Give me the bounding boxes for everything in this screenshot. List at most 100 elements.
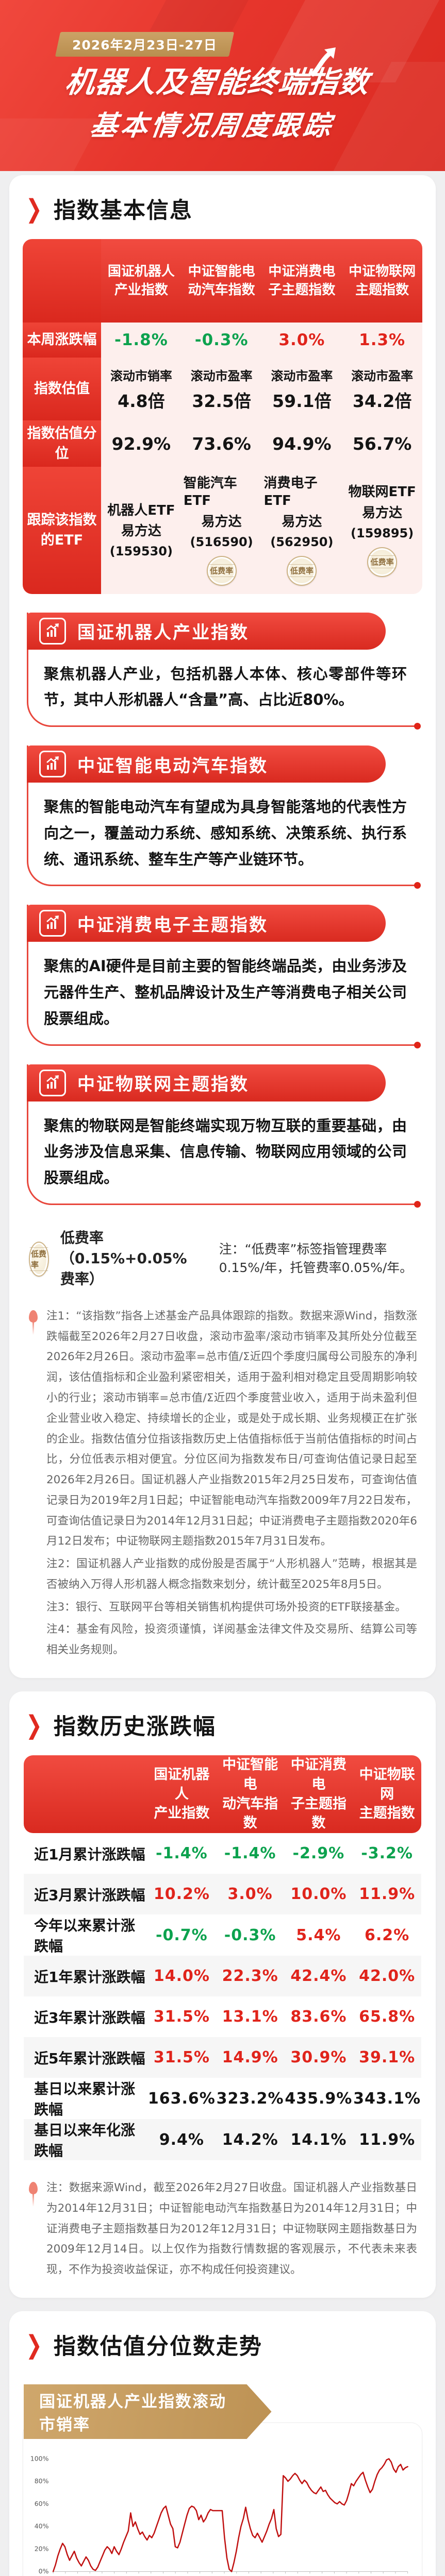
trend-chart-icon [39,751,66,778]
header-banner: 2026年2月23日-27日 机器人及智能终端指数 基本情况周度跟踪 [0,0,445,171]
low-fee-label: 低费率（0.15%+0.05%费率） [60,1229,187,1287]
percentile-cell: 73.6% [181,420,262,467]
page-title-line1: 机器人及智能终端指数 [63,65,372,99]
index-section-desc: 聚焦的物联网是智能终端实现万物互联的重要基础，由业务涉及信息采集、信息传输、物联… [44,1116,407,1187]
history-value: 3.0% [227,1885,273,1904]
etf-company: 易方达 [282,514,322,530]
history-row: 近3月累计涨跌幅 10.2% 3.0% 10.0% 11.9% [24,1874,421,1915]
history-value: 22.3% [222,1967,278,1986]
index-section: 国证机器人产业指数 聚焦机器人产业，包括机器人本体、核心零部件等环节，其中人形机… [27,612,421,730]
chart-box: 0%20%40%60%80%100%2019-022019-052019-072… [23,2422,422,2576]
trend-chart-icon [39,617,66,645]
index-section-banner: 中证消费电子主题指数 [27,905,386,942]
history-value: 323.2% [216,2089,284,2108]
date-range: 2026年2月23日-27日 [72,38,217,53]
line-chart: 0%20%40%60%80%100%2019-022019-052019-072… [30,2454,411,2576]
history-value: 42.4% [290,1967,347,1986]
history-value: 6.2% [365,1926,410,1944]
history-row: 近5年累计涨跌幅 31.5% 14.9% 30.9% 39.1% [24,2037,421,2078]
history-row: 近1月累计涨跌幅 -1.4% -1.4% -2.9% -3.2% [24,1833,421,1874]
etf-cell: 消费电子ETF 易方达 (562950) 低费率 [261,467,342,594]
low-fee-seal-icon: 低费率 [367,547,398,577]
week-change-value: -0.3% [194,331,249,349]
valuation-value: 34.2倍 [352,391,412,411]
history-value: -1.4% [156,1844,208,1863]
etf-cell: 物联网ETF 易方达 (159895) 低费率 [342,467,422,594]
valuation-title-row: ❯ 指数估值分位数走势 [26,2329,422,2361]
week-change-value: 3.0% [278,331,325,349]
basic-row-label: 跟踪该指数 的ETF [23,467,101,594]
history-row-label: 近5年累计涨跌幅 [34,2049,145,2067]
history-row-label: 基日以来年化涨跌幅 [34,2122,136,2160]
page-title-line2: 基本情况周度跟踪 [88,110,336,142]
etf-name: 物联网ETF [348,484,416,500]
history-row: 基日以来年化涨跌幅 9.4% 14.2% 14.1% 11.9% [24,2119,421,2161]
history-title-row: ❯ 指数历史涨跌幅 [26,1709,422,1741]
valuation-value: 59.1倍 [272,391,332,411]
history-value: 11.9% [359,2130,416,2149]
svg-text:40%: 40% [35,2522,49,2530]
valuation-metric: 滚动市盈率 [190,369,253,383]
history-value: 163.6% [147,2089,216,2108]
note-text: 注3：银行、互联网平台等相关销售机构提供可场外投资的ETF联接基金。 [46,1600,406,1614]
history-value: 30.9% [290,2048,347,2067]
history-table: 国证机器人 产业指数 中证智能电 动汽车指数 中证消费电 子主题指数 中证物联网 主题指数 近1… [23,1755,422,2161]
svg-text:100%: 100% [30,2454,49,2462]
low-fee-seal-icon: 低费率 [29,1241,49,1277]
history-note: 注：数据来源Wind，截至2026年2月27日收盘。国证机器人产业指数基日为20… [28,2178,417,2280]
week-change-value: 1.3% [359,331,406,349]
percentile-cell: 94.9% [261,420,342,467]
index-section-title: 中证智能电动汽车指数 [77,755,268,776]
page-title: 机器人及智能终端指数 基本情况周度跟踪 [0,60,435,147]
history-value: 14.9% [222,2048,278,2067]
history-row: 今年以来累计涨跌幅 -0.7% -0.3% 5.4% 6.2% [24,1914,421,1956]
basic-col-header: 中证物联网 主题指数 [342,239,422,323]
charts-container: 国证机器人产业指数滚动市销率 0%20%40%60%80%100%2019-02… [23,2384,422,2576]
history-value: 10.2% [153,1885,210,1904]
chart-title-banner: 国证机器人产业指数滚动市销率 [24,2384,272,2439]
week-change-cell: -1.8% [101,323,182,358]
date-badge: 2026年2月23日-27日 [55,32,235,57]
valuation-cell: 滚动市盈率 59.1倍 [261,358,342,420]
up-arrow-icon [309,45,342,80]
history-value: 14.0% [153,1967,210,1986]
index-section-title: 国证机器人产业指数 [77,622,249,643]
basic-info-table: 国证机器人 产业指数 中证智能电 动汽车指数 中证消费电 子主题指数 中证物联网 主题指数 本周… [23,239,422,594]
index-section-banner: 中证物联网主题指数 [27,1064,386,1101]
valuation-metric: 滚动市盈率 [271,369,333,383]
history-col-header: 国证机器人 产业指数 [154,1766,210,1822]
etf-code: (159895) [351,526,414,540]
percentile-value: 92.9% [111,433,171,454]
index-section: 中证物联网主题指数 聚焦的物联网是智能终端实现万物互联的重要基础，由业务涉及信息… [27,1064,421,1208]
history-value: 42.0% [359,1967,416,1986]
history-value: -0.7% [156,1926,208,1944]
low-fee-note: 注：“低费率”标签指管理费率0.15%/年，托管费率0.05%/年。 [219,1241,413,1275]
percentile-value: 94.9% [272,433,332,454]
etf-code: (562950) [270,534,334,549]
basic-col-header: 中证消费电 子主题指数 [261,239,342,323]
history-col-header: 中证物联网 主题指数 [359,1766,415,1822]
index-section-banner: 国证机器人产业指数 [27,612,386,650]
low-fee-seal-label: 低费率 [289,564,315,578]
decor-stripe [150,0,273,31]
index-section-desc: 聚焦机器人产业，包括机器人本体、核心零部件等环节，其中人形机器人“含量”高、占比… [44,665,407,709]
low-fee-seal-icon: 低费率 [287,555,317,586]
section-title: 指数估值分位数走势 [53,2333,262,2360]
teardrop-bullet-icon [29,1310,38,1335]
chevron-icon: ❯ [26,2330,43,2360]
etf-cell: 机器人ETF 易方达 (159530) [101,467,182,594]
valuation-cell: 滚动市盈率 34.2倍 [342,358,422,420]
etf-name: 机器人ETF [107,502,175,518]
valuation-trend-card: ❯ 指数估值分位数走势 国证机器人产业指数滚动市销率 0% 20% 40% 60% 80… [9,2311,436,2576]
chart-title: 国证机器人产业指数滚动市销率 [39,2392,226,2434]
valuation-value: 4.8倍 [118,391,165,411]
svg-text:0%: 0% [39,2567,49,2575]
history-value: 13.1% [222,2008,278,2026]
low-fee-seal-label: 低费率 [209,564,235,578]
basic-row-label: 本周涨跌幅 [23,323,101,358]
basic-info-notes: 注1：“该指数”指各上述基金产品具体跟踪的指数。数据来源Wind，指数涨跌幅截至… [28,1306,417,1660]
valuation-metric: 滚动市盈率 [351,369,414,383]
chevron-icon: ❯ [26,194,43,224]
history-table-header: 国证机器人 产业指数 中证智能电 动汽车指数 中证消费电 子主题指数 中证物联网 主题指数 [24,1755,421,1834]
svg-text:20%: 20% [35,2545,49,2552]
